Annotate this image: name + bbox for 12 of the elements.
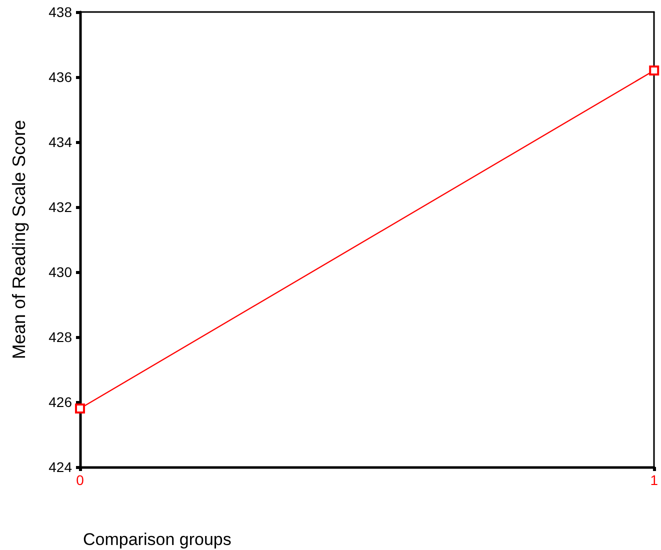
y-tick-label: 436 bbox=[48, 69, 72, 85]
y-axis-title: Mean of Reading Scale Score bbox=[9, 120, 29, 360]
y-tick-label: 426 bbox=[48, 394, 72, 410]
x-tick-label: 1 bbox=[650, 472, 658, 488]
y-tick-label: 438 bbox=[48, 4, 72, 20]
y-tick-label: 424 bbox=[48, 459, 72, 475]
y-tick-label: 428 bbox=[48, 329, 72, 345]
y-tick-label: 434 bbox=[48, 134, 72, 150]
y-tick-label: 432 bbox=[48, 199, 72, 215]
x-tick-label: 0 bbox=[76, 472, 84, 488]
x-axis-title: Comparison groups bbox=[83, 530, 232, 549]
y-tick-label: 430 bbox=[48, 264, 72, 280]
